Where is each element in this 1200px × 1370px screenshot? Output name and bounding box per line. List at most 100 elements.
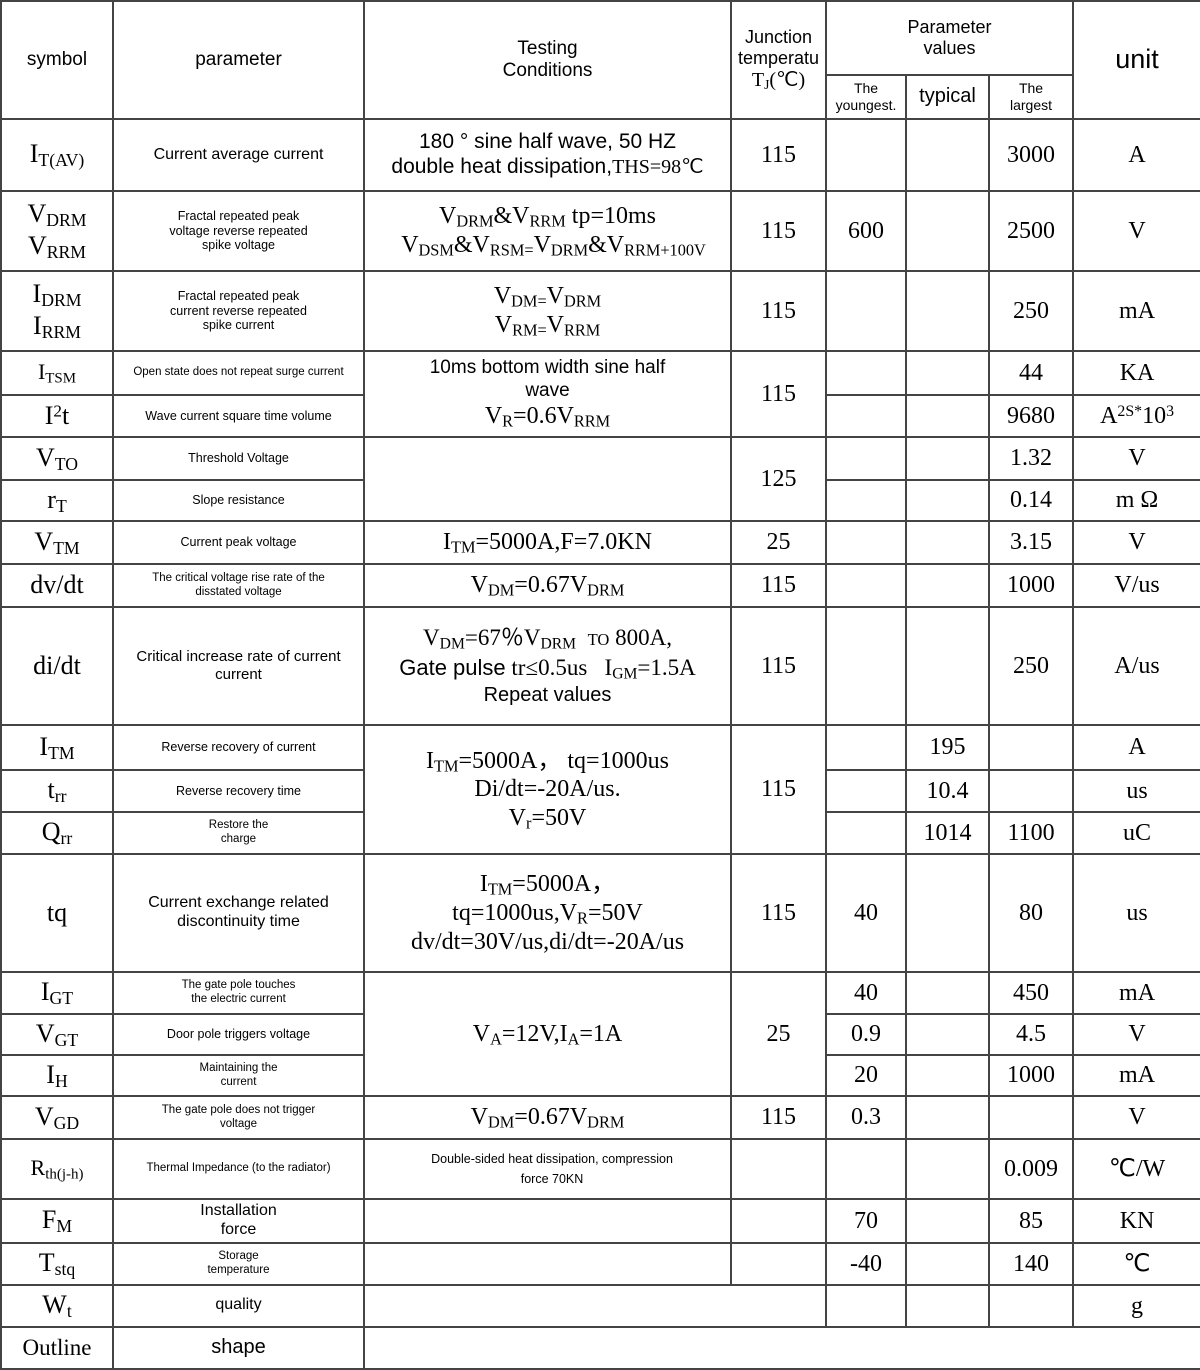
row-max: 44 <box>987 350 1075 396</box>
row-unit: ℃ <box>1072 1241 1200 1286</box>
row-typ <box>905 563 990 608</box>
param-line1: Critical increase rate of current <box>136 648 341 666</box>
row-unit: g <box>1072 1283 1200 1328</box>
param-line1: The gate pole touches <box>181 979 296 992</box>
table-row: Qrr Restore the charge 1014 1100 uC <box>0 811 1200 855</box>
row-unit: mA <box>1072 270 1200 352</box>
row-min: 600 <box>825 190 907 272</box>
row-min <box>825 606 907 726</box>
table-row: IT(AV) Current average current 180 ° sin… <box>0 118 1200 192</box>
header-junction-line1: Junction <box>744 26 813 47</box>
header-symbol: symbol <box>0 0 114 120</box>
row-parameter: Storage temperature <box>112 1241 365 1286</box>
table-row: di/dt Critical increase rate of current … <box>0 606 1200 726</box>
param-line1: Restore the <box>208 819 269 832</box>
header-row-1: symbol parameter Testing Conditions Junc… <box>0 0 1200 120</box>
row-parameter: The gate pole touches the electric curre… <box>112 971 365 1015</box>
table-row: trr Reverse recovery time 10.4 us <box>0 769 1200 813</box>
header-row-2: The youngest. typical The largest <box>1 74 1200 120</box>
param-line1: Fractal repeated peak <box>177 288 300 303</box>
row-unit: A2S*103 <box>1072 394 1200 438</box>
header-junction-symbol: TJ(℃) <box>751 69 806 93</box>
row-symbol: IT(AV) <box>0 118 114 192</box>
row-typ <box>905 190 990 272</box>
table-row: rT Slope resistance 0.14 m Ω <box>0 479 1200 522</box>
row-unit: mA <box>1072 971 1200 1015</box>
row-unit: V <box>1072 1095 1200 1140</box>
cond-line2: force 70KN <box>520 1172 584 1186</box>
row-symbol: IH <box>0 1054 114 1097</box>
row-testing-conditions: ITM=5000A,F=7.0KN <box>363 520 732 565</box>
row-max: 3000 <box>987 118 1075 192</box>
row-outline-shape <box>362 1325 1200 1370</box>
row-unit: V/us <box>1072 563 1200 608</box>
header-max-line1: The <box>1018 80 1044 97</box>
row-unit: KA <box>1072 350 1200 396</box>
row-typ <box>905 606 990 726</box>
row-typ <box>905 1283 990 1328</box>
header-parameter-values: Parameter values <box>824 0 1075 76</box>
row-typ <box>905 436 990 481</box>
row-junction-temp <box>730 1198 827 1244</box>
table-row: FM Installation force 70 85 KN <box>0 1198 1200 1244</box>
table-row: I2t Wave current square time volume 9680… <box>0 394 1200 438</box>
row-typ <box>905 270 990 352</box>
row-min: 70 <box>825 1198 907 1244</box>
row-min <box>825 436 907 481</box>
row-typ <box>905 479 990 522</box>
row-symbol: VTO <box>0 436 114 481</box>
param-line2: charge <box>220 833 257 845</box>
header-parameter: parameter <box>112 0 365 120</box>
table-row: ITSM Open state does not repeat surge cu… <box>0 350 1200 438</box>
row-testing-conditions: VDM=0.67VDRM <box>363 1095 732 1140</box>
param-line2: force <box>220 1220 257 1238</box>
symbol-line2: IRRM <box>33 311 81 342</box>
row-max: 1000 <box>987 563 1075 608</box>
row-junction-temp: 115 <box>730 853 827 973</box>
row-typ <box>905 118 990 192</box>
row-unit: V <box>1072 436 1200 481</box>
header-unit: unit <box>1072 0 1200 120</box>
row-unit: A <box>1072 118 1200 192</box>
param-line2: voltage <box>219 1117 258 1130</box>
table-row: IDRM IRRM Fractal repeated peak current … <box>0 270 1200 352</box>
row-symbol: rT <box>0 479 114 522</box>
row-parameter: Critical increase rate of current curren… <box>112 606 365 726</box>
row-max <box>987 1283 1075 1328</box>
param-line1: Maintaining the <box>199 1061 278 1074</box>
row-max: 85 <box>987 1198 1075 1244</box>
row-testing-conditions <box>363 436 732 522</box>
row-min <box>825 1283 907 1328</box>
cond-line1: ITM=5000A， tq=1000us <box>426 747 669 776</box>
row-typ <box>905 394 990 438</box>
row-parameter: Current average current <box>112 118 365 192</box>
row-typ <box>905 853 990 973</box>
row-typ <box>905 350 990 396</box>
row-testing-conditions: 10ms bottom width sine half wave VR=0.6V… <box>363 350 732 438</box>
row-min <box>825 811 907 855</box>
header-max: The largest <box>987 74 1075 120</box>
table-row: IGT The gate pole touches the electric c… <box>0 971 1200 1097</box>
param-line1: Current exchange related <box>148 894 329 912</box>
row-typ <box>905 1054 990 1097</box>
table-row: IH Maintaining the current 20 1000 mA <box>0 1054 1200 1097</box>
row-min <box>825 394 907 438</box>
row-parameter: Installation force <box>112 1198 365 1244</box>
row-junction-temp <box>730 1241 827 1286</box>
row-max <box>987 769 1075 813</box>
table-row: VTO Threshold Voltage 125 1.32 V <box>0 436 1200 522</box>
row-symbol: IDRM IRRM <box>0 270 114 352</box>
table-row: Tstq Storage temperature -40 140 ℃ <box>0 1241 1200 1286</box>
row-min <box>825 1138 907 1200</box>
cond-line1: 180 ° sine half wave, 50 HZ <box>418 130 677 154</box>
cond-line1: Double-sided heat dissipation, compressi… <box>431 1152 673 1166</box>
row-parameter: Reverse recovery of current <box>112 724 365 771</box>
row-typ <box>905 971 990 1015</box>
row-symbol: FM <box>0 1198 114 1244</box>
param-line2: current reverse repeated <box>170 303 307 318</box>
row-unit: KN <box>1072 1198 1200 1244</box>
header-junction-line2: temperatu <box>737 47 820 68</box>
row-testing-conditions <box>363 1241 732 1286</box>
row-symbol: trr <box>0 769 114 813</box>
param-line2: the electric current <box>191 993 286 1005</box>
